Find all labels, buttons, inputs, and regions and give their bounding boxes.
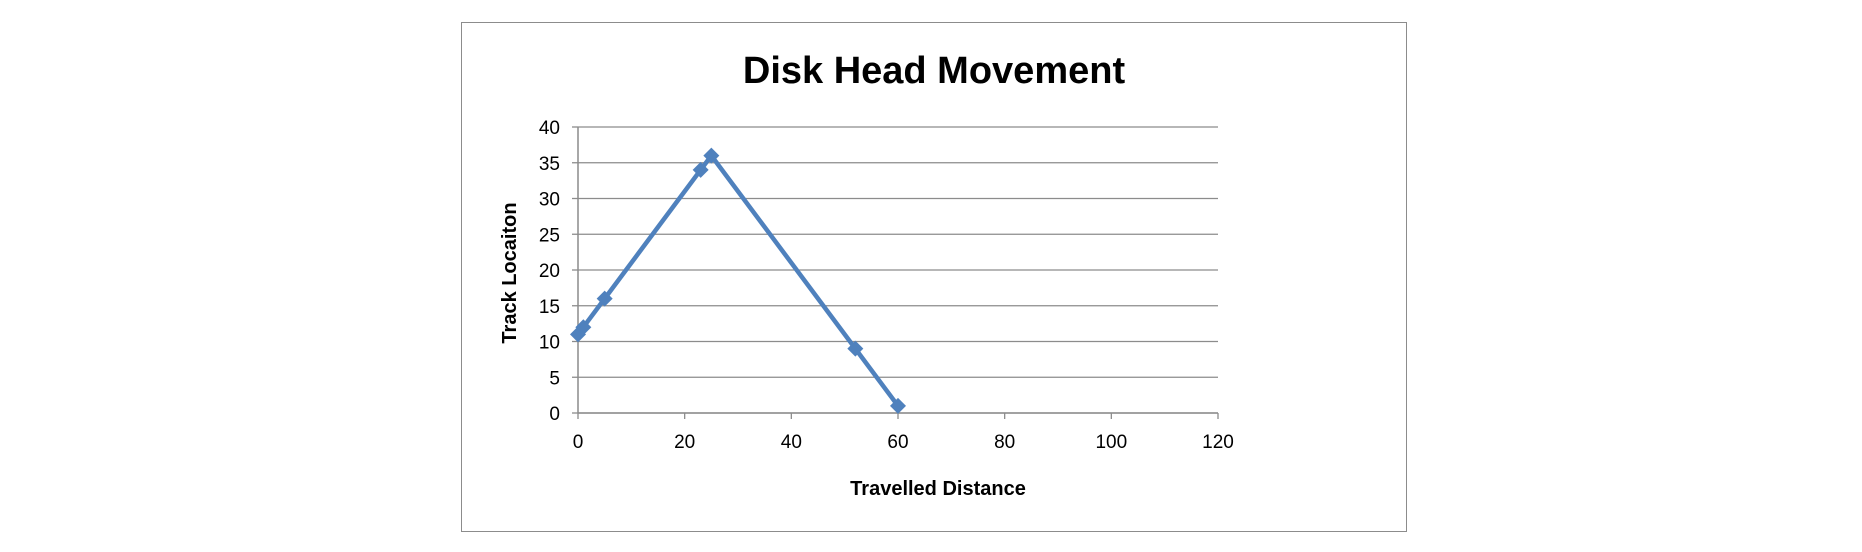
series-line-0 (576, 153, 900, 408)
data-point-5 (847, 340, 864, 357)
x-tick-label-2: 40 (781, 432, 802, 453)
chart-frame: Disk Head Movement 0 5 10 15 20 25 30 35 40 0 20 4… (461, 22, 1407, 532)
y-tick-label-8: 40 (539, 118, 560, 139)
data-point-1 (575, 319, 592, 336)
series-group (570, 147, 906, 414)
y-tick-label-6: 30 (539, 190, 560, 211)
data-point-3 (692, 161, 709, 178)
chart-svg: Disk Head Movement 0 5 10 15 20 25 30 35 40 0 20 4… (499, 50, 1234, 500)
y-tick-label-3: 15 (539, 297, 560, 318)
data-point-2 (596, 290, 613, 307)
x-tick-label-0: 0 (573, 432, 584, 453)
y-tick-label-4: 20 (539, 261, 560, 282)
x-tick-label-4: 80 (994, 432, 1015, 453)
grid-lines (578, 126, 1218, 414)
y-tick-label-0: 0 (549, 404, 560, 425)
y-tick-label-1: 5 (549, 368, 560, 389)
x-axis-title: Travelled Distance (850, 478, 1026, 500)
axes (572, 126, 1219, 419)
chart-title: Disk Head Movement (743, 50, 1126, 92)
y-axis-title: Track Locaiton (499, 202, 521, 343)
x-tick-label-1: 20 (674, 432, 695, 453)
y-tick-label-2: 10 (539, 333, 560, 354)
x-tick-label-6: 120 (1202, 432, 1234, 453)
x-tick-labels: 0 20 40 60 80 100 120 (573, 432, 1234, 453)
y-tick-labels: 0 5 10 15 20 25 30 35 40 (539, 118, 560, 425)
data-point-6 (890, 397, 906, 414)
x-tick-label-5: 100 (1095, 432, 1127, 453)
y-tick-label-7: 35 (539, 154, 560, 175)
y-tick-label-5: 25 (539, 225, 560, 246)
x-tick-label-3: 60 (887, 432, 908, 453)
